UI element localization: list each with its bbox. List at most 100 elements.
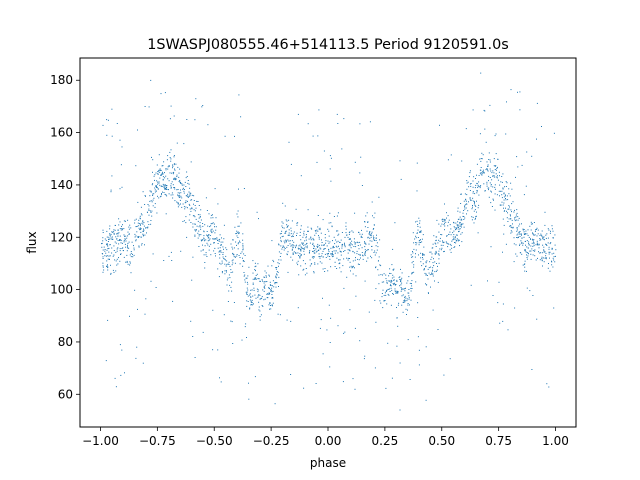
data-point [527, 247, 529, 249]
data-point [497, 179, 499, 181]
data-point [521, 223, 522, 225]
data-point [505, 243, 507, 245]
data-point [365, 215, 367, 217]
data-point [540, 252, 542, 254]
data-point [428, 267, 430, 269]
data-point [185, 186, 187, 187]
data-point [432, 262, 434, 264]
data-point [520, 240, 522, 242]
data-point [118, 232, 120, 234]
data-point [198, 234, 200, 235]
data-point [138, 219, 140, 221]
data-point [318, 236, 320, 238]
data-point [356, 241, 358, 243]
data-point [418, 254, 419, 256]
data-point [319, 229, 321, 231]
data-point [254, 376, 256, 378]
data-point [270, 290, 272, 291]
data-point [112, 231, 114, 233]
data-point [394, 222, 396, 224]
data-point [142, 362, 144, 364]
data-point [330, 266, 332, 268]
data-point [214, 226, 215, 228]
data-point [128, 228, 130, 230]
data-point [489, 104, 491, 106]
data-point [511, 219, 513, 221]
data-point [140, 228, 142, 230]
data-points [101, 72, 557, 411]
data-point [328, 235, 330, 237]
data-point [156, 190, 157, 192]
data-point [203, 238, 205, 240]
data-point [549, 257, 550, 259]
data-point [417, 224, 419, 226]
data-point [236, 232, 238, 234]
data-point [148, 208, 150, 210]
data-point [364, 242, 366, 244]
data-point [441, 247, 443, 249]
data-point [312, 256, 314, 257]
data-point [380, 274, 382, 276]
data-point [111, 252, 113, 254]
data-point [542, 236, 544, 238]
data-point [266, 293, 268, 295]
data-point [165, 188, 167, 190]
data-point [202, 223, 204, 224]
data-point [176, 176, 178, 177]
data-point [528, 243, 530, 245]
data-point [543, 250, 545, 252]
data-point [331, 256, 333, 258]
data-point [491, 206, 493, 207]
data-point [366, 230, 368, 232]
data-point [322, 244, 324, 246]
data-point [143, 228, 144, 230]
data-point [194, 223, 196, 225]
data-point [364, 249, 366, 251]
data-point [190, 222, 192, 223]
data-point [353, 241, 355, 243]
data-point [396, 317, 398, 319]
data-point [478, 204, 480, 206]
data-point [541, 126, 542, 127]
data-point [552, 257, 554, 259]
data-point [143, 230, 144, 232]
data-point [467, 181, 469, 183]
data-point [395, 284, 397, 285]
data-point [195, 230, 197, 232]
data-point [488, 196, 490, 198]
data-point [453, 230, 455, 232]
data-point [290, 320, 292, 322]
data-point [133, 249, 135, 251]
data-point [206, 256, 208, 257]
data-point [469, 197, 471, 199]
data-point [546, 233, 548, 235]
data-point [131, 241, 133, 243]
data-point [449, 249, 451, 251]
data-point [407, 339, 409, 341]
data-point [438, 258, 440, 260]
data-point [133, 247, 135, 249]
data-point [246, 277, 248, 279]
data-point [481, 174, 483, 176]
data-point [254, 269, 256, 271]
data-point [208, 239, 210, 241]
data-point [154, 174, 156, 176]
data-point [310, 237, 312, 239]
data-point [218, 240, 220, 242]
data-point [447, 225, 449, 227]
data-point [470, 185, 472, 187]
data-point [153, 197, 155, 199]
data-point [504, 210, 506, 212]
data-point [341, 245, 343, 247]
data-point [316, 229, 318, 231]
data-point [192, 226, 194, 228]
data-point [548, 248, 550, 250]
data-point [520, 233, 522, 235]
data-point [432, 267, 434, 269]
data-point [273, 261, 275, 263]
data-point [503, 224, 505, 226]
data-point [371, 231, 373, 233]
data-point [284, 205, 286, 207]
data-point [238, 94, 240, 96]
data-point [305, 246, 307, 248]
